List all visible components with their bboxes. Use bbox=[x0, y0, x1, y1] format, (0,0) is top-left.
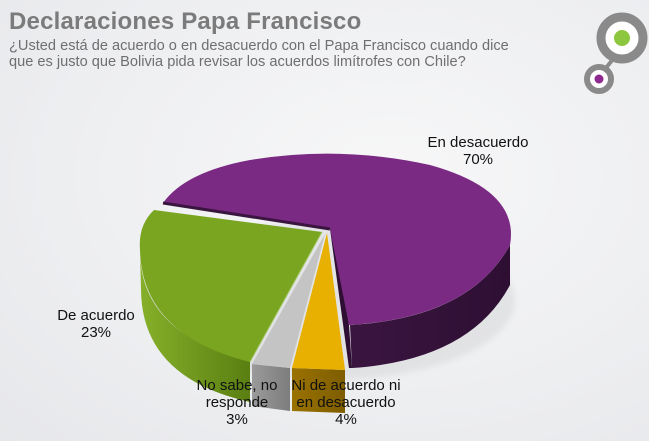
survey-question-line1: ¿Usted está de acuerdo o en desacuerdo c… bbox=[9, 38, 509, 54]
survey-question: ¿Usted está de acuerdo o en desacuerdo c… bbox=[9, 38, 549, 70]
slice-en-desacuerdo bbox=[162, 153, 511, 368]
label-en-desacuerdo: En desacuerdo 70% bbox=[427, 134, 529, 168]
label-de-acuerdo: De acuerdo 23% bbox=[57, 307, 135, 341]
label-ni-de-acuerdo: Ni de acuerdo ni en desacuerdo 4% bbox=[291, 377, 401, 428]
slice-de-acuerdo bbox=[139, 210, 323, 402]
slice-ni-de-acuerdo bbox=[292, 233, 345, 413]
label-no-sabe: No sabe, no responde 3% bbox=[196, 377, 278, 428]
brand-logo-icon bbox=[584, 12, 648, 94]
slice-no-sabe bbox=[252, 234, 325, 411]
survey-question-line2: que es justo que Bolivia pida revisar lo… bbox=[9, 54, 466, 70]
page-title: Declaraciones Papa Francisco bbox=[9, 8, 362, 35]
